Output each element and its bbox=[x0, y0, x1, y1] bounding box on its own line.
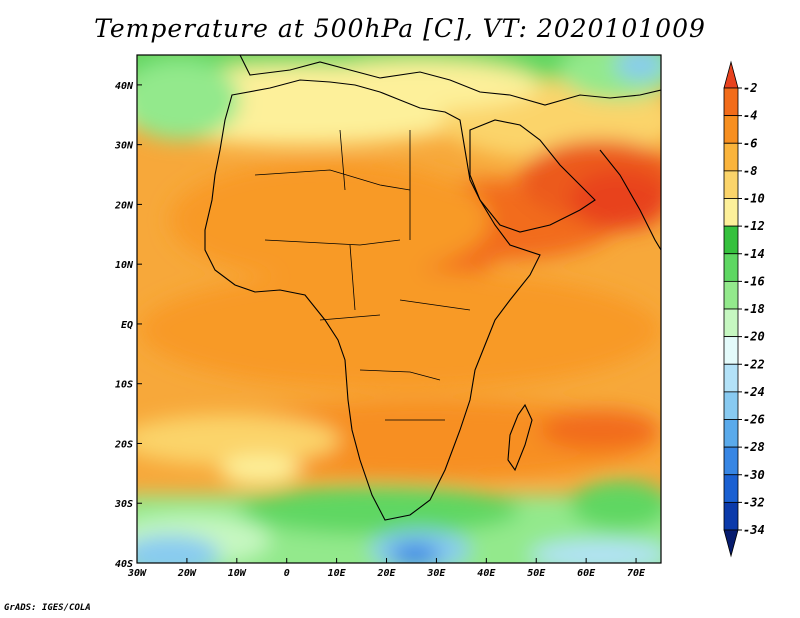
colorbar-box bbox=[723, 280, 739, 310]
colorbar-label: -32 bbox=[743, 495, 765, 509]
madagascar bbox=[507, 403, 533, 472]
africa-coastline bbox=[204, 79, 541, 521]
colorbar-box bbox=[723, 446, 739, 476]
lon-tick-label: 60E bbox=[577, 568, 596, 579]
lat-tick-label: EQ bbox=[121, 320, 133, 331]
colorbar-box bbox=[723, 253, 739, 282]
lon-tick-label: 70E bbox=[627, 568, 646, 579]
colorbar-label: -10 bbox=[743, 192, 765, 206]
lat-tick-label: 10N bbox=[115, 260, 134, 271]
footer-credit: GrADS: IGES/COLA bbox=[4, 603, 91, 613]
colorbar-label: -2 bbox=[743, 81, 757, 95]
colorbar-top-triangle bbox=[723, 60, 739, 89]
colorbar-label: -30 bbox=[743, 468, 765, 482]
colorbar-label: -34 bbox=[743, 523, 765, 537]
colorbar-box bbox=[723, 142, 739, 172]
europe-coast bbox=[239, 55, 661, 106]
lat-tick-label: 20S bbox=[114, 439, 133, 450]
colorbar-box bbox=[723, 170, 739, 199]
lat-tick-label: 30S bbox=[114, 499, 133, 510]
map-title: Temperature at 500hPa [C], VT: 202010100… bbox=[94, 14, 706, 43]
lon-tick-label: 10W bbox=[228, 568, 247, 579]
lon-tick-label: 30W bbox=[127, 568, 147, 579]
lon-tick-label: 40E bbox=[477, 568, 496, 579]
lat-tick-label: 40N bbox=[115, 81, 134, 92]
coastlines bbox=[204, 55, 661, 521]
colorbar-label: -20 bbox=[743, 330, 765, 344]
arabia bbox=[469, 119, 596, 233]
lon-tick-label: 20W bbox=[177, 568, 197, 579]
lat-tick-label: 20N bbox=[114, 200, 134, 211]
colorbar-box bbox=[723, 363, 739, 393]
colorbar-label: -16 bbox=[743, 274, 765, 288]
lon-tick-label: 50E bbox=[527, 568, 546, 579]
temperature-field bbox=[137, 55, 661, 563]
colorbar-label: -4 bbox=[743, 109, 757, 123]
colorbar: -2 -4 -6 -8 -10 -12 -14 -16 -18 -20 -22 -24 -26 -28 -3… bbox=[723, 60, 765, 558]
colorbar-box bbox=[723, 391, 739, 420]
colorbar-label: -12 bbox=[743, 219, 765, 233]
map-frame bbox=[136, 54, 662, 564]
colorbar-box bbox=[723, 474, 739, 503]
colorbar-box bbox=[723, 115, 739, 144]
colorbar-box bbox=[723, 308, 739, 338]
lat-tick-label: 10S bbox=[115, 380, 133, 391]
colorbar-label: -18 bbox=[743, 302, 765, 316]
colorbar-box bbox=[723, 225, 739, 255]
colorbar-label: -28 bbox=[743, 440, 765, 454]
colorbar-box bbox=[723, 198, 739, 227]
colorbar-label: -8 bbox=[743, 164, 757, 178]
colorbar-box bbox=[723, 419, 739, 448]
colorbar-label: -24 bbox=[743, 385, 765, 399]
borders bbox=[254, 129, 471, 421]
colorbar-label: -26 bbox=[743, 413, 765, 427]
india-coast bbox=[599, 149, 661, 251]
lat-tick-label: 40S bbox=[115, 559, 133, 570]
colorbar-box bbox=[723, 87, 739, 117]
colorbar-label: -14 bbox=[743, 247, 765, 261]
lon-tick-label: 0 bbox=[284, 568, 290, 579]
colorbar-box bbox=[723, 336, 739, 365]
axis-ticks: 30W 20W 10W 0 10E 20E 30E 40E 50E 60E 70E 40N 30N 20N… bbox=[114, 81, 646, 579]
lon-tick-label: 30E bbox=[426, 568, 446, 579]
colorbar-box bbox=[723, 501, 739, 531]
colorbar-label: -22 bbox=[743, 357, 765, 371]
lon-tick-label: 10E bbox=[328, 568, 347, 579]
colorbar-label: -6 bbox=[743, 136, 757, 150]
lon-tick-label: 20E bbox=[376, 568, 396, 579]
lat-tick-label: 30N bbox=[114, 141, 134, 152]
colorbar-bottom-triangle bbox=[723, 529, 739, 558]
